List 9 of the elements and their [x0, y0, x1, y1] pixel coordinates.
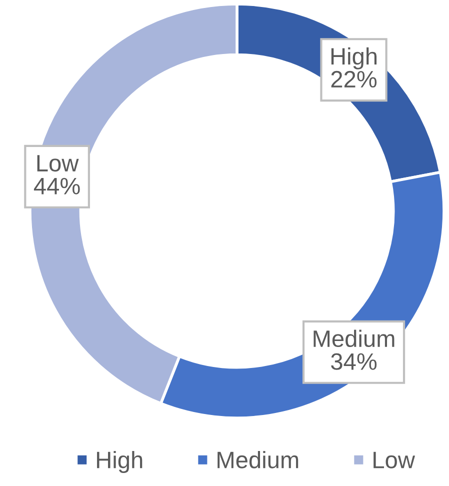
slice-label: High — [331, 47, 377, 70]
data-label: 22% — [331, 70, 377, 88]
data-label: 44% — [34, 178, 80, 194]
legend-label: High — [97, 451, 142, 474]
legend-label: Medium — [218, 451, 298, 468]
slice-label: Medium — [314, 330, 394, 348]
slice-label: Low — [37, 155, 79, 172]
legend-label: Low — [374, 452, 416, 468]
data-label: 34% — [331, 353, 377, 370]
